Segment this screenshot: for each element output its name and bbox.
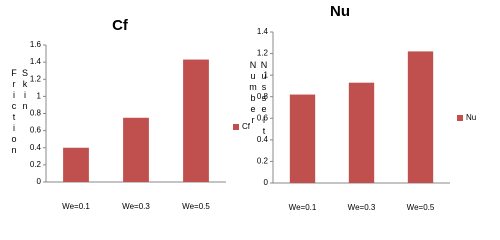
page: Cf 0 0.2 0.4 0.6 0.8 1 1.2 1.4 1.6 We=0.1 We=0.3 We=… — [9, 3, 476, 212]
y-tick-label: 1.6 — [30, 40, 42, 49]
legend-label: Cf — [242, 122, 251, 131]
y-tick-label: 1.2 — [257, 49, 269, 58]
legend-swatch — [233, 124, 239, 130]
legend-swatch — [457, 115, 463, 121]
y-tick-label: 0.6 — [257, 113, 269, 122]
x-tick-label: We=0.3 — [122, 202, 150, 211]
y-tick-label: 0 — [264, 178, 269, 187]
x-tick-label: We=0.5 — [407, 203, 435, 212]
x-tick-label: We=0.1 — [289, 203, 317, 212]
bar — [63, 147, 89, 182]
y-axis-label: Skin Friction — [9, 68, 30, 156]
y-tick-label: 0 — [37, 177, 42, 186]
bar — [183, 59, 209, 182]
y-tick-label: 0.4 — [30, 143, 42, 152]
chart-title: Nu — [330, 3, 350, 20]
y-tick-label: 0.4 — [257, 135, 269, 144]
y-axis-label: Nusselt Number — [248, 60, 269, 137]
y-tick-label: 0.2 — [30, 160, 42, 169]
y-tick-label: 1.4 — [30, 57, 42, 66]
y-tick-label: 1.2 — [30, 74, 42, 83]
bar — [123, 117, 149, 182]
charts: Cf 0 0.2 0.4 0.6 0.8 1 1.2 1.4 1.6 We=0.1 We=0.3 We=… — [30, 3, 476, 212]
x-tick-label: We=0.3 — [348, 203, 376, 212]
y-tick-label: 0.8 — [257, 92, 269, 101]
y-tick-label: 1 — [264, 70, 269, 79]
x-tick-label: We=0.1 — [62, 202, 90, 211]
chart-title: Cf — [112, 17, 129, 34]
y-tick-label: 0.6 — [30, 126, 42, 135]
legend-label: Nu — [466, 113, 476, 122]
y-tick-label: 0.2 — [257, 157, 269, 166]
x-tick-label: We=0.5 — [182, 202, 210, 211]
y-tick-label: 0.8 — [30, 109, 42, 118]
bar — [407, 51, 434, 183]
y-tick-label: 1.4 — [257, 27, 269, 36]
bar — [348, 82, 375, 183]
y-tick-label: 1 — [37, 91, 42, 100]
bar — [289, 94, 316, 183]
